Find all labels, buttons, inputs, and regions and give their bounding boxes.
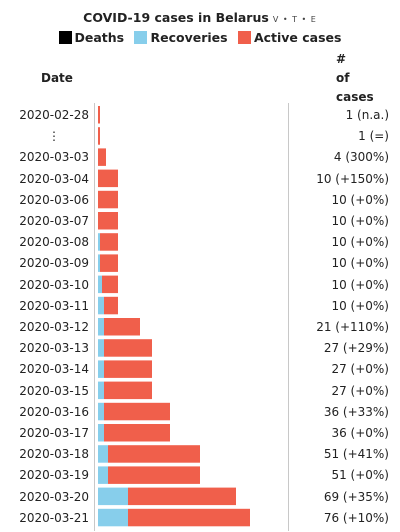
bar-recoveries bbox=[98, 233, 100, 251]
date-label: 2020-03-06 bbox=[19, 192, 89, 207]
date-label: 2020-03-17 bbox=[19, 426, 89, 440]
case-count-label: 10 (+0%) bbox=[331, 277, 389, 292]
count-header-line-2: of bbox=[336, 71, 350, 85]
legend: Deaths Recoveries Active cases bbox=[0, 30, 400, 45]
bar-active-cases bbox=[104, 402, 170, 421]
date-label: 2020-03-09 bbox=[19, 256, 89, 271]
date-label: 2020-03-03 bbox=[19, 150, 89, 165]
bar-recoveries bbox=[98, 339, 104, 357]
chart-title: COVID-19 cases in Belarus bbox=[83, 10, 269, 25]
legend-item-deaths: Deaths bbox=[58, 30, 125, 45]
bar-active-cases bbox=[100, 233, 118, 251]
date-label: 2020-03-10 bbox=[19, 277, 89, 292]
count-header-line-3: cases bbox=[336, 90, 374, 104]
case-count-label: 10 (+0%) bbox=[331, 256, 389, 271]
date-label: 2020-03-12 bbox=[19, 320, 89, 334]
case-count-label: 4 (300%) bbox=[333, 150, 389, 165]
legend-label-active: Active cases bbox=[253, 30, 342, 45]
legend-item-recoveries: Recoveries bbox=[134, 30, 228, 45]
right-separator bbox=[288, 103, 289, 531]
case-count-label: 21 (+110%) bbox=[316, 320, 389, 334]
bar-active-cases bbox=[128, 487, 236, 506]
bar-recoveries bbox=[98, 318, 104, 336]
bar-active-cases bbox=[98, 106, 100, 124]
bar-recoveries bbox=[98, 275, 102, 294]
date-label: 2020-03-16 bbox=[19, 404, 89, 419]
left-separator bbox=[94, 103, 95, 531]
chart-title-row: COVID-19 cases in Belarus V • T • E bbox=[0, 10, 400, 25]
bar-recoveries bbox=[98, 254, 100, 272]
date-label: 2020-03-11 bbox=[19, 298, 89, 313]
bar-active-cases bbox=[98, 127, 100, 145]
bar-active-cases bbox=[98, 190, 118, 209]
legend-item-active: Active cases bbox=[237, 30, 342, 45]
case-count-label: 27 (+0%) bbox=[331, 362, 389, 377]
legend-swatch-deaths bbox=[58, 31, 72, 44]
bar-recoveries bbox=[98, 296, 104, 315]
bar-active-cases bbox=[128, 508, 250, 527]
bar-active-cases bbox=[104, 360, 152, 378]
bar-recoveries bbox=[98, 402, 104, 421]
legend-swatch-recoveries bbox=[134, 31, 148, 44]
bar-recoveries bbox=[98, 466, 108, 484]
count-header-line-1: # bbox=[336, 52, 347, 66]
date-label: ⋮ bbox=[48, 129, 60, 144]
bar-active-cases bbox=[104, 381, 152, 400]
bar-recoveries bbox=[98, 487, 128, 506]
bar-active-cases bbox=[108, 445, 200, 463]
vte-links[interactable]: V • T • E bbox=[272, 15, 317, 24]
case-count-label: 10 (+0%) bbox=[331, 192, 389, 207]
bar-active-cases bbox=[104, 339, 152, 357]
case-count-label: 51 (+0%) bbox=[331, 468, 389, 483]
case-count-label: 51 (+41%) bbox=[323, 447, 389, 462]
bar-recoveries bbox=[98, 381, 104, 400]
date-label: 2020-03-08 bbox=[19, 235, 89, 250]
case-count-label: 76 (+10%) bbox=[323, 510, 389, 525]
bar-recoveries bbox=[98, 424, 104, 442]
date-label: 2020-03-21 bbox=[19, 510, 89, 525]
case-count-label: 10 (+0%) bbox=[331, 214, 389, 228]
date-label: 2020-02-28 bbox=[19, 108, 89, 122]
bar-recoveries bbox=[98, 508, 128, 527]
date-label: 2020-03-15 bbox=[19, 383, 89, 398]
case-count-label: 10 (+0%) bbox=[331, 235, 389, 250]
case-count-label: 10 (+150%) bbox=[316, 171, 389, 186]
date-label: 2020-03-07 bbox=[19, 214, 89, 228]
date-label: 2020-03-13 bbox=[19, 341, 89, 356]
case-count-label: 27 (+0%) bbox=[331, 383, 389, 398]
legend-label-deaths: Deaths bbox=[74, 30, 125, 45]
case-count-label: 1 (=) bbox=[358, 129, 389, 144]
case-count-label: 36 (+33%) bbox=[323, 404, 389, 419]
date-label: 2020-03-19 bbox=[19, 468, 89, 483]
bar-active-cases bbox=[98, 212, 118, 230]
case-count-label: 1 (n.a.) bbox=[345, 108, 389, 122]
bar-recoveries bbox=[98, 360, 104, 378]
case-count-label: 27 (+29%) bbox=[323, 341, 389, 356]
date-label: 2020-03-18 bbox=[19, 447, 89, 462]
date-label: 2020-03-04 bbox=[19, 171, 89, 186]
date-label: 2020-03-20 bbox=[19, 489, 89, 504]
bar-active-cases bbox=[104, 424, 170, 442]
bar-recoveries bbox=[98, 445, 108, 463]
legend-label-recoveries: Recoveries bbox=[150, 30, 228, 45]
bar-active-cases bbox=[98, 169, 118, 188]
case-count-label: 10 (+0%) bbox=[331, 298, 389, 313]
date-label: 2020-03-14 bbox=[19, 362, 89, 377]
bar-active-cases bbox=[104, 296, 118, 315]
case-count-label: 36 (+0%) bbox=[331, 426, 389, 440]
date-column-header: Date bbox=[41, 71, 73, 85]
bar-active-cases bbox=[108, 466, 200, 484]
bar-active-cases bbox=[102, 275, 118, 294]
legend-swatch-active bbox=[237, 31, 251, 44]
bar-active-cases bbox=[98, 148, 106, 166]
bar-active-cases bbox=[104, 318, 140, 336]
bar-active-cases bbox=[100, 254, 118, 272]
case-count-label: 69 (+35%) bbox=[323, 489, 389, 504]
